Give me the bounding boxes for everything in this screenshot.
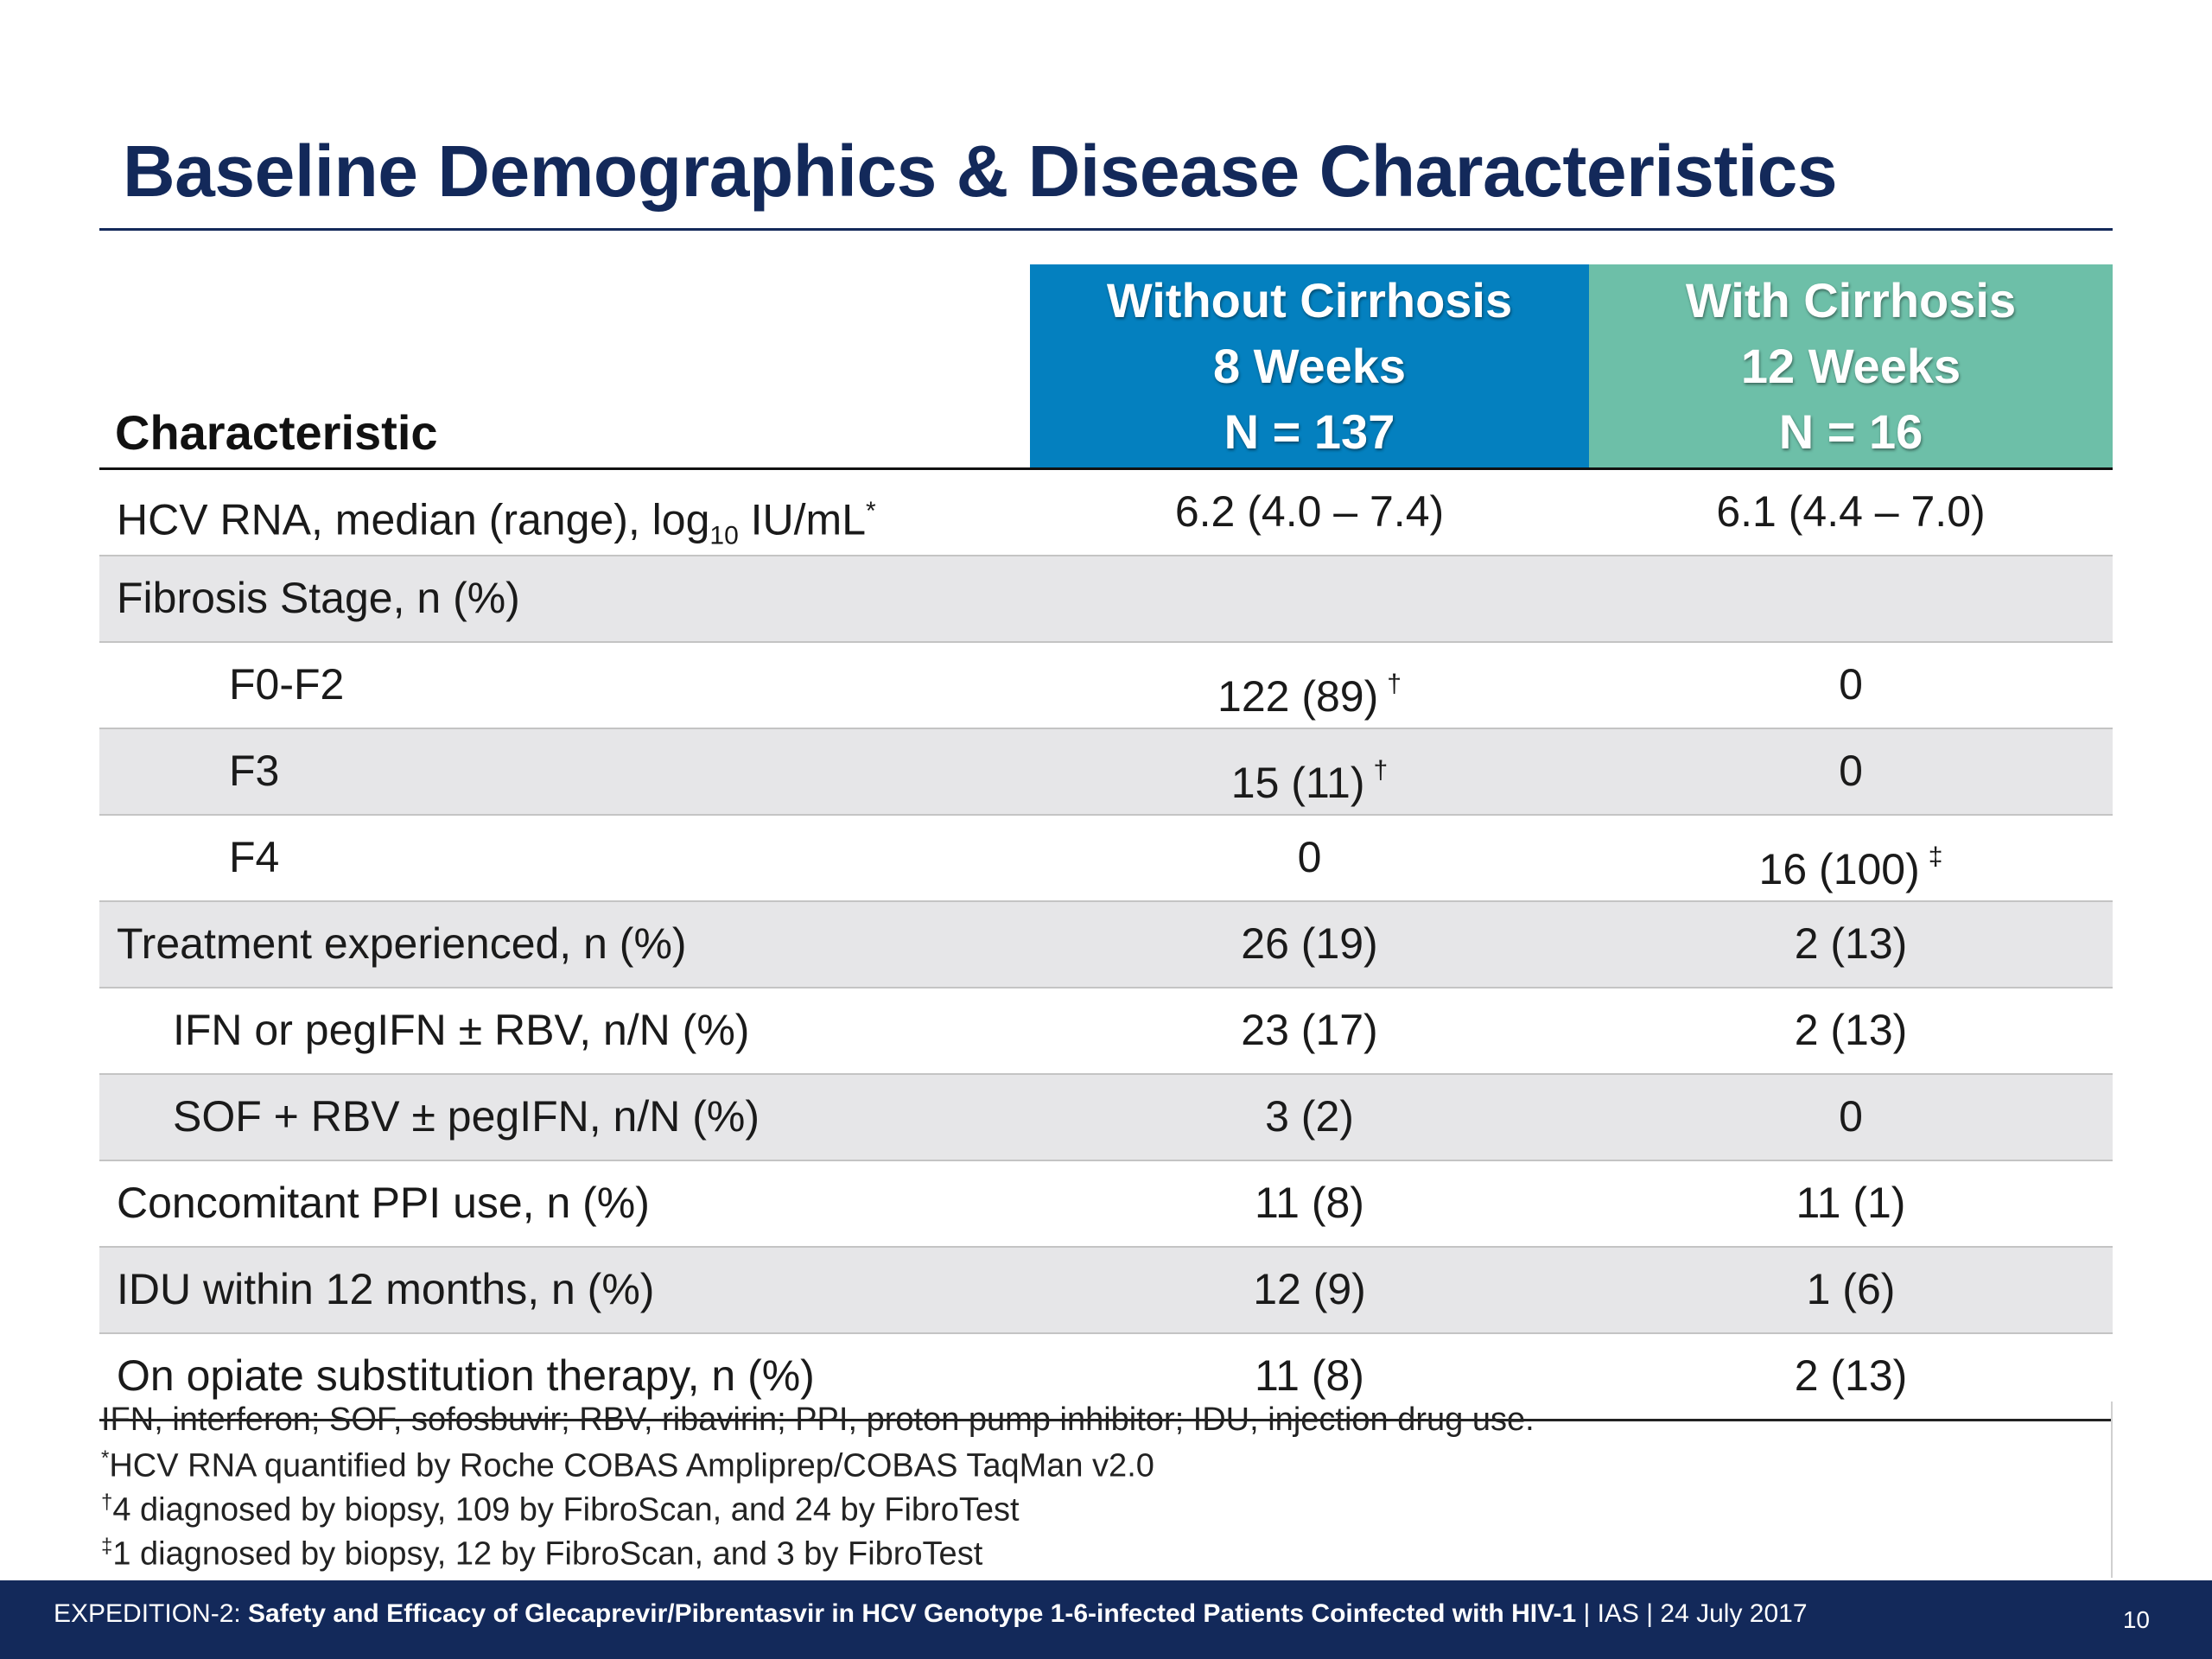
row-label: Fibrosis Stage, n (%) [117, 574, 520, 622]
with-cirrhosis-header: With Cirrhosis 12 Weeks N = 16 [1589, 264, 2113, 467]
footer-bar: EXPEDITION-2: Safety and Efficacy of Gle… [0, 1580, 2212, 1659]
row-label: On opiate substitution therapy, n (%) [117, 1351, 815, 1400]
footer-citation: EXPEDITION-2: Safety and Efficacy of Gle… [54, 1599, 1808, 1628]
without-cirrhosis-value: 11 (8) [1255, 1351, 1364, 1400]
without-cirrhosis-value: 23 (17) [1241, 1006, 1378, 1054]
characteristics-table: Characteristic Without Cirrhosis 8 Weeks… [99, 264, 2113, 1421]
table-row: IDU within 12 months, n (%) 12 (9) 1 (6) [99, 1248, 2113, 1334]
footnote-marker: † [1373, 756, 1389, 785]
table-row: SOF + RBV ± pegIFN, n/N (%) 3 (2) 0 [99, 1075, 2113, 1161]
page-number: 10 [2122, 1606, 2150, 1633]
without-cirrhosis-value: 3 (2) [1265, 1092, 1354, 1141]
table-row: Fibrosis Stage, n (%) [99, 556, 2113, 643]
with-cirrhosis-value: 6.1 (4.4 – 7.0) [1716, 487, 1986, 536]
row-label: IFN or pegIFN ± RBV, n/N (%) [173, 1006, 750, 1054]
footnote-marker: † [1387, 670, 1402, 698]
table-row: F3 15 (11) † 0 [99, 729, 2113, 816]
table-header: Characteristic Without Cirrhosis 8 Weeks… [99, 264, 2113, 467]
without-cirrhosis-value: 11 (8) [1255, 1179, 1364, 1227]
row-label: F3 [229, 747, 280, 795]
table-row: F0-F2 122 (89) † 0 [99, 643, 2113, 729]
without-cirrhosis-header: Without Cirrhosis 8 Weeks N = 137 [1030, 264, 1589, 467]
row-label: IDU within 12 months, n (%) [117, 1265, 655, 1313]
header-divider [99, 467, 2113, 470]
footnote-double-dagger: ‡1 diagnosed by biopsy, 12 by FibroScan,… [101, 1535, 983, 1573]
characteristic-header: Characteristic [115, 405, 438, 460]
footnote-marker: ‡ [1928, 842, 1943, 871]
without-cirrhosis-value: 122 (89) † [1217, 670, 1402, 721]
header-line: With Cirrhosis [1685, 273, 2017, 327]
table-row: IFN or pegIFN ± RBV, n/N (%) 23 (17) 2 (… [99, 988, 2113, 1075]
table-row: On opiate substitution therapy, n (%) 11… [99, 1334, 2113, 1419]
with-cirrhosis-value: 11 (1) [1796, 1179, 1906, 1227]
header-line: 12 Weeks [1740, 339, 1961, 393]
slide-title: Baseline Demographics & Disease Characte… [123, 130, 1838, 212]
title-underline [99, 228, 2113, 231]
table-row: F4 0 16 (100) ‡ [99, 816, 2113, 902]
footnotes: IFN, interferon; SOF, sofosbuvir; RBV, r… [99, 1402, 2113, 1578]
with-cirrhosis-value: 2 (13) [1794, 919, 1908, 968]
with-cirrhosis-value: 2 (13) [1794, 1351, 1908, 1400]
without-cirrhosis-value: 12 (9) [1253, 1265, 1366, 1313]
without-cirrhosis-value: 26 (19) [1241, 919, 1378, 968]
without-cirrhosis-value: 6.2 (4.0 – 7.4) [1174, 487, 1445, 536]
table-row: HCV RNA, median (range), log10 IU/mL* 6.… [99, 470, 2113, 556]
without-cirrhosis-value: 0 [1297, 833, 1322, 881]
header-line: N = 137 [1224, 404, 1395, 459]
row-label: F0-F2 [229, 660, 345, 709]
header-line: 8 Weeks [1212, 339, 1407, 393]
without-cirrhosis-value: 15 (11) † [1230, 756, 1389, 807]
table-row: Concomitant PPI use, n (%) 11 (8) 11 (1) [99, 1161, 2113, 1248]
footnote-dagger: †4 diagnosed by biopsy, 109 by FibroScan… [101, 1491, 1020, 1529]
header-line: N = 16 [1778, 404, 1923, 459]
with-cirrhosis-value: 0 [1839, 660, 1863, 709]
with-cirrhosis-value: 1 (6) [1806, 1265, 1896, 1313]
table-row: Treatment experienced, n (%) 26 (19) 2 (… [99, 902, 2113, 988]
row-label: F4 [229, 833, 280, 881]
header-line: Without Cirrhosis [1106, 273, 1513, 327]
abbreviations-note: IFN, interferon; SOF, sofosbuvir; RBV, r… [101, 1402, 1535, 1438]
with-cirrhosis-value: 2 (13) [1794, 1006, 1908, 1054]
table-bottom-rule [99, 1419, 2113, 1421]
footnote-hcv-rna: *HCV RNA quantified by Roche COBAS Ampli… [101, 1446, 1154, 1484]
with-cirrhosis-value: 0 [1839, 1092, 1863, 1141]
row-label: Treatment experienced, n (%) [117, 919, 687, 968]
with-cirrhosis-value: 0 [1839, 747, 1863, 795]
row-label: Concomitant PPI use, n (%) [117, 1179, 650, 1227]
row-label: HCV RNA, median (range), log10 IU/mL* [117, 495, 876, 550]
row-label: SOF + RBV ± pegIFN, n/N (%) [173, 1092, 760, 1141]
with-cirrhosis-value: 16 (100) ‡ [1758, 842, 1943, 893]
